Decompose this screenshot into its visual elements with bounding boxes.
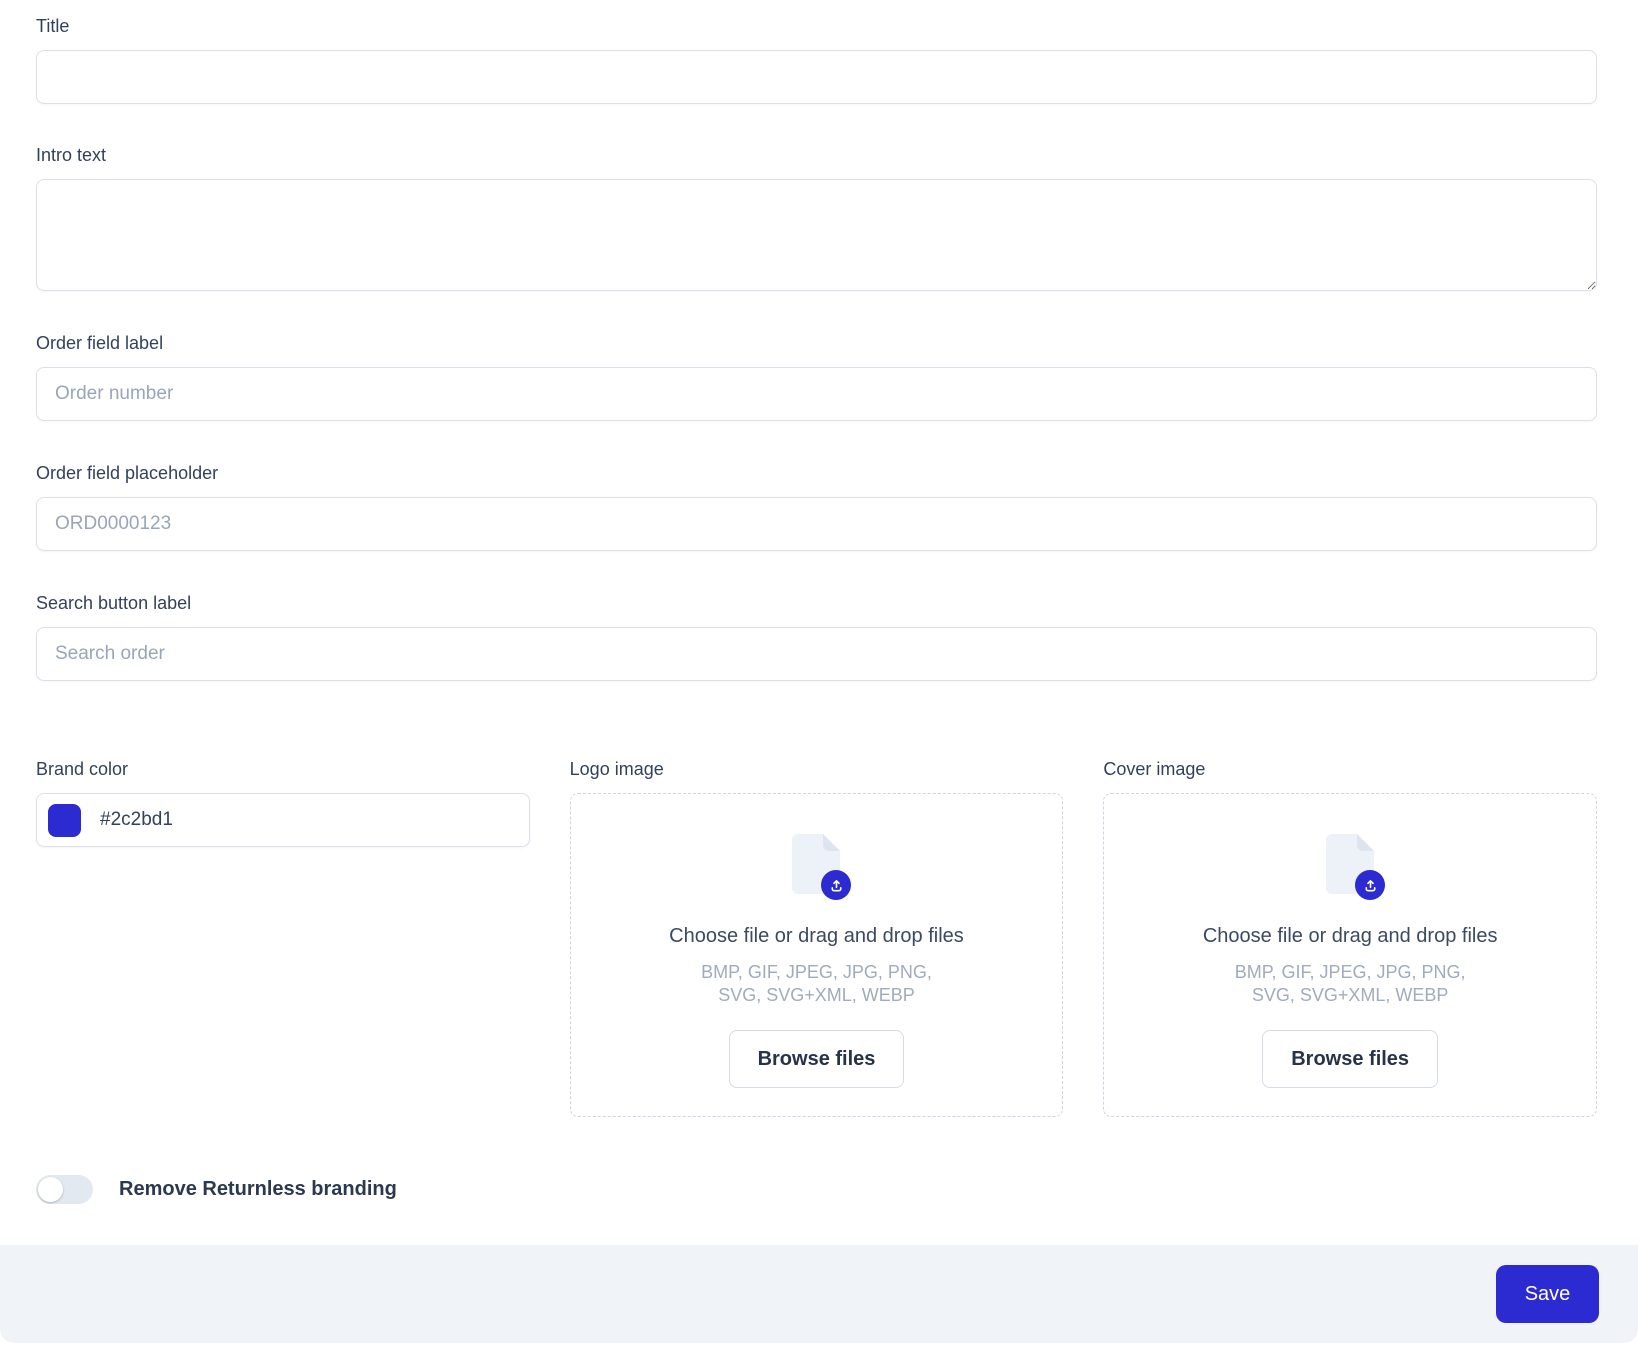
browse-files-button[interactable]: Browse files [728, 1030, 905, 1088]
title-field-group: Title [36, 16, 1597, 104]
branding-toggle-row: Remove Returnless branding [36, 1175, 1597, 1204]
color-swatch[interactable] [48, 803, 81, 837]
search-button-label-input[interactable] [36, 627, 1597, 681]
brand-color-label: Brand color [36, 759, 129, 779]
search-button-label-label: Search button label [36, 593, 192, 613]
formats-line-2: SVG, SVG+XML, WEBP [1251, 985, 1449, 1005]
cover-image-label: Cover image [1103, 759, 1206, 779]
order-field-label-label: Order field label [36, 333, 164, 353]
upload-illustration [1326, 834, 1386, 900]
intro-text-label: Intro text [36, 145, 107, 165]
intro-text-textarea[interactable] [36, 179, 1597, 291]
browse-files-button[interactable]: Browse files [1262, 1030, 1439, 1088]
brand-color-value: #2c2bd1 [100, 809, 173, 830]
brand-and-images-row: Brand color #2c2bd1 Logo image [36, 759, 1597, 1117]
form-footer: Save [0, 1245, 1638, 1343]
accepted-formats-text: BMP, GIF, JPEG, JPG, PNG, SVG, SVG+XML, … [589, 961, 1045, 1007]
formats-line-1: BMP, GIF, JPEG, JPG, PNG, [701, 962, 932, 982]
order-field-label-group: Order field label [36, 333, 1597, 421]
title-input[interactable] [36, 50, 1597, 104]
upload-arrow-icon [1355, 870, 1386, 900]
order-field-label-input[interactable] [36, 367, 1597, 421]
logo-upload-dropzone[interactable]: Choose file or drag and drop files BMP, … [569, 793, 1064, 1117]
order-field-placeholder-group: Order field placeholder [36, 463, 1597, 551]
logo-image-label: Logo image [569, 759, 664, 779]
formats-line-2: SVG, SVG+XML, WEBP [718, 985, 915, 1005]
formats-line-1: BMP, GIF, JPEG, JPG, PNG, [1234, 962, 1466, 982]
title-label: Title [36, 16, 70, 36]
choose-file-text: Choose file or drag and drop files [1202, 925, 1498, 947]
brand-color-group: Brand color #2c2bd1 [36, 759, 530, 847]
remove-branding-label: Remove Returnless branding [119, 1178, 397, 1200]
save-button[interactable]: Save [1496, 1265, 1599, 1323]
brand-color-input[interactable]: #2c2bd1 [36, 793, 530, 847]
choose-file-text: Choose file or drag and drop files [669, 925, 964, 947]
remove-branding-toggle[interactable] [36, 1175, 93, 1204]
accepted-formats-text: BMP, GIF, JPEG, JPG, PNG, SVG, SVG+XML, … [1122, 961, 1578, 1007]
cover-image-group: Cover image Choose file or [1103, 759, 1597, 1117]
logo-image-group: Logo image Choose file or [569, 759, 1064, 1117]
cover-upload-dropzone[interactable]: Choose file or drag and drop files BMP, … [1103, 793, 1597, 1117]
toggle-knob [38, 1177, 63, 1202]
intro-text-field-group: Intro text [36, 145, 1597, 291]
settings-form: Title Intro text Order field label Order… [36, 16, 1597, 1204]
search-button-label-group: Search button label [36, 593, 1597, 681]
upload-arrow-icon [821, 870, 852, 900]
upload-illustration [792, 834, 852, 900]
order-field-placeholder-label: Order field placeholder [36, 463, 219, 483]
order-field-placeholder-input[interactable] [36, 497, 1597, 551]
